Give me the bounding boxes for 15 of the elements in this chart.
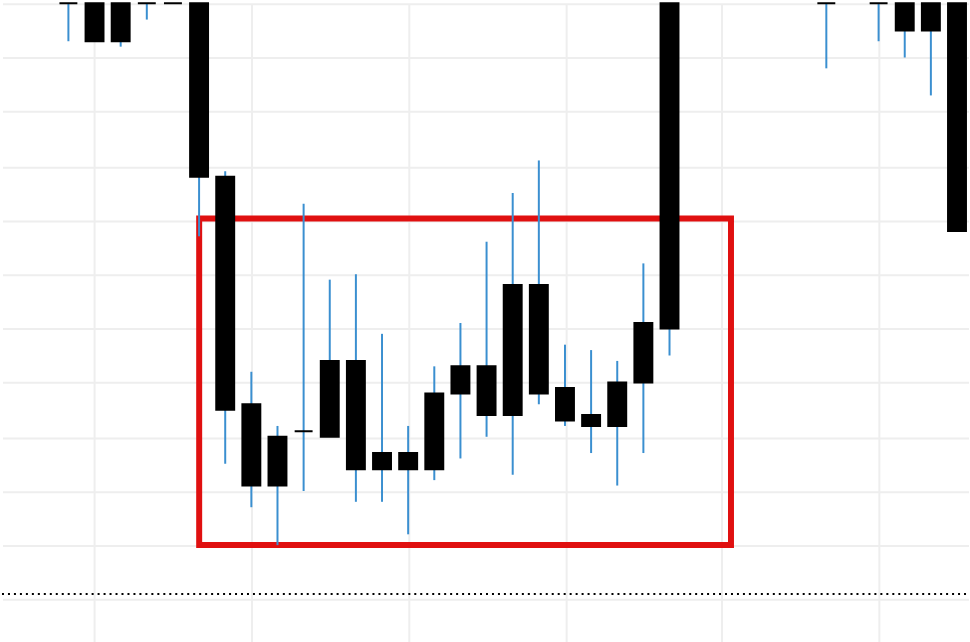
candlestick	[894, 2, 915, 59]
candlestick	[581, 349, 602, 455]
candlestick	[84, 2, 105, 43]
candlestick	[136, 2, 157, 21]
candlestick	[607, 359, 628, 487]
candlestick	[293, 202, 314, 492]
candlestick	[920, 2, 941, 97]
candlestick	[868, 2, 889, 43]
candlestick	[816, 2, 837, 70]
candlestick	[450, 322, 471, 460]
candlestick	[555, 343, 575, 427]
candlestick	[110, 2, 131, 48]
candlestick	[398, 424, 419, 536]
candlestick	[58, 2, 79, 43]
candlestick	[372, 332, 392, 503]
